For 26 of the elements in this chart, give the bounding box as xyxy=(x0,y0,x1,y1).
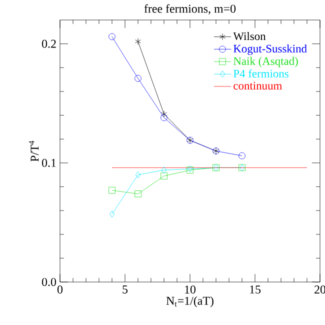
x-tick-label: 0 xyxy=(57,286,63,294)
legend-label: P4 fermions xyxy=(234,69,288,78)
legend-label: Wilson xyxy=(233,32,266,40)
chart-title: free fermions, m=0 xyxy=(144,4,236,15)
point xyxy=(108,186,116,194)
point xyxy=(108,33,116,40)
x-tick-label: 10 xyxy=(185,286,196,294)
x-tick-label: 5 xyxy=(122,286,128,294)
point xyxy=(160,172,168,180)
y-tick-label: 0.0 xyxy=(42,278,56,286)
point xyxy=(135,38,141,45)
y-axis-title: P/T$^{4}$ xyxy=(28,140,39,162)
point xyxy=(134,190,142,198)
point xyxy=(134,74,142,82)
point xyxy=(238,152,246,160)
y-tick-label: 0.1 xyxy=(42,158,56,167)
x-axis-title: N$_{t}$=1/(aT) xyxy=(166,296,214,308)
y-tick-label: 0.2 xyxy=(42,40,56,48)
x-tick-label: 15 xyxy=(250,286,261,294)
legend-label: continuum xyxy=(234,82,282,90)
point xyxy=(109,210,115,218)
point xyxy=(135,171,141,178)
point xyxy=(161,166,167,174)
point xyxy=(160,114,168,122)
legend-label: Kogut-Susskind xyxy=(234,44,307,55)
legend-label: Naik (Asqtad) xyxy=(234,56,298,68)
